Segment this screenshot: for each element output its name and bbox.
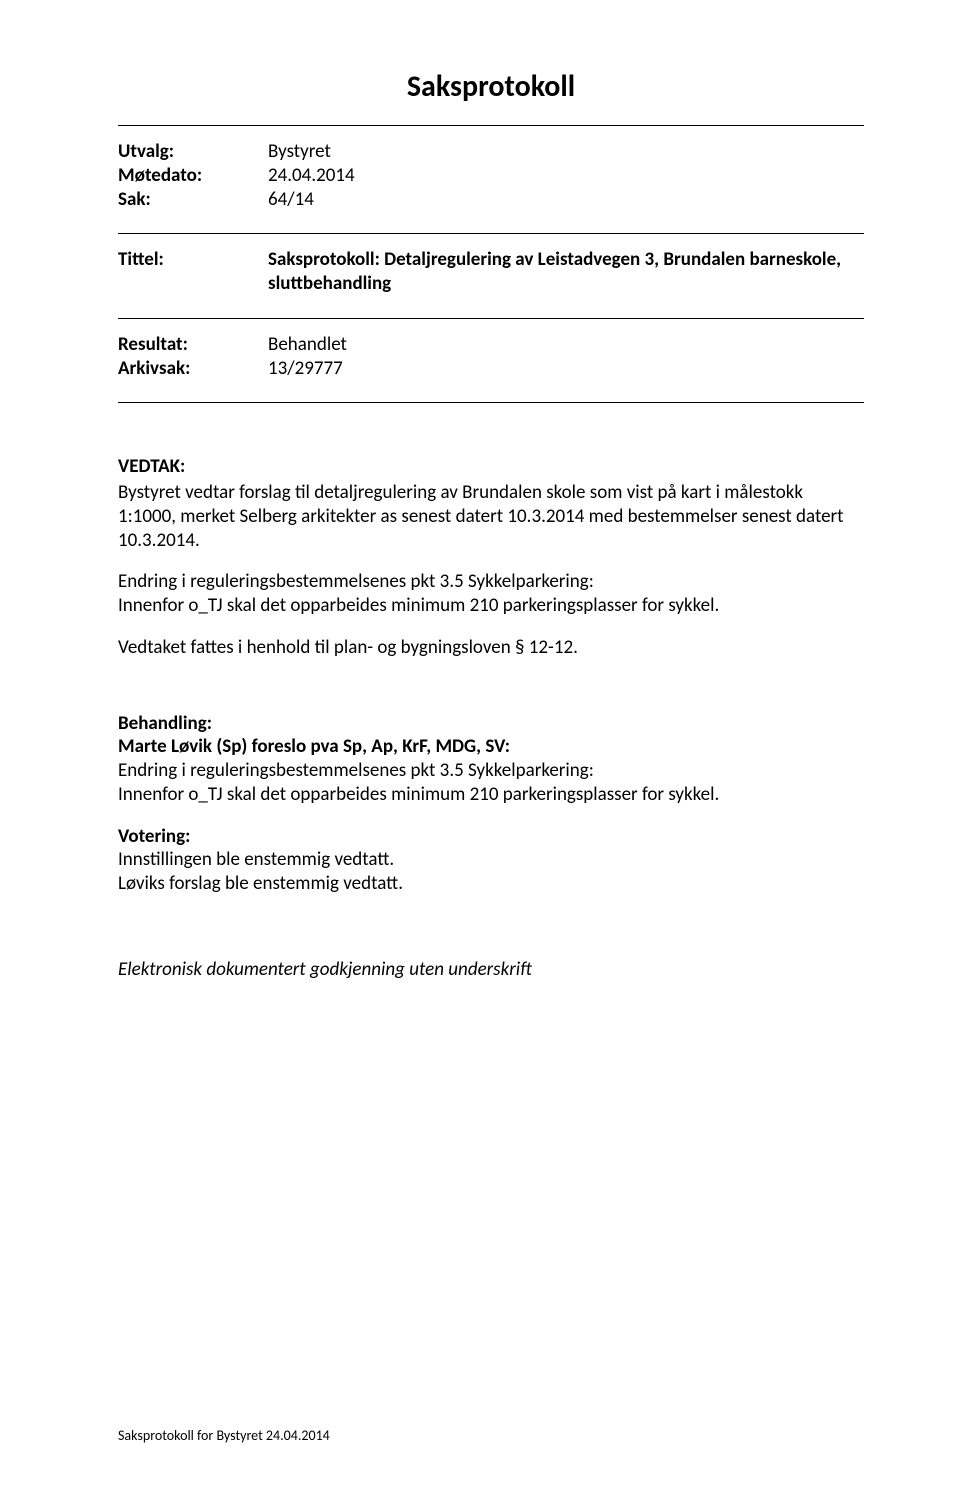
behandling-line-proposer: Marte Løvik (Sp) foreslo pva Sp, Ap, KrF… (118, 735, 864, 759)
divider-rule (118, 233, 864, 234)
meta-row: Resultat: Behandlet (118, 333, 864, 357)
vedtak-paragraph-1: Bystyret vedtar forslag til detaljregule… (118, 481, 864, 552)
behandling-heading: Behandling: (118, 712, 864, 736)
meta-value: 13/29777 (268, 357, 864, 381)
document-page: Saksprotokoll Utvalg: Bystyret Møtedato:… (0, 0, 960, 1492)
meta-label: Møtedato: (118, 164, 268, 188)
meta-block-2: Tittel: Saksprotokoll: Detaljregulering … (118, 248, 864, 296)
meta-label: Resultat: (118, 333, 268, 357)
behandling-line-detail: Innenfor o_TJ skal det opparbeides minim… (118, 783, 864, 807)
vedtak-heading: VEDTAK: (118, 455, 864, 479)
meta-label: Sak: (118, 188, 268, 212)
meta-row: Utvalg: Bystyret (118, 140, 864, 164)
meta-label: Tittel: (118, 248, 268, 296)
vedtak-paragraph-2a: Endring i reguleringsbestemmelsenes pkt … (118, 570, 864, 594)
meta-label: Arkivsak: (118, 357, 268, 381)
meta-row: Sak: 64/14 (118, 188, 864, 212)
behandling-section: Behandling: Marte Løvik (Sp) foreslo pva… (118, 712, 864, 896)
divider-rule (118, 318, 864, 319)
divider-rule (118, 125, 864, 126)
meta-value: Behandlet (268, 333, 864, 357)
meta-value-title: Saksprotokoll: Detaljregulering av Leist… (268, 248, 864, 296)
meta-block-3: Resultat: Behandlet Arkivsak: 13/29777 (118, 333, 864, 381)
meta-row: Arkivsak: 13/29777 (118, 357, 864, 381)
votering-line-2: Løviks forslag ble enstemmig vedtatt. (118, 872, 864, 896)
vedtak-paragraph-3: Vedtaket fattes i henhold til plan- og b… (118, 636, 864, 660)
closing-line: Elektronisk dokumentert godkjenning uten… (118, 958, 864, 982)
closing-section: Elektronisk dokumentert godkjenning uten… (118, 958, 864, 982)
meta-block-1: Utvalg: Bystyret Møtedato: 24.04.2014 Sa… (118, 140, 864, 211)
meta-row: Møtedato: 24.04.2014 (118, 164, 864, 188)
meta-value: 24.04.2014 (268, 164, 864, 188)
page-footer: Saksprotokoll for Bystyret 24.04.2014 (118, 1427, 330, 1444)
meta-label: Utvalg: (118, 140, 268, 164)
document-title: Saksprotokoll (118, 68, 864, 105)
meta-value: Bystyret (268, 140, 864, 164)
meta-row: Tittel: Saksprotokoll: Detaljregulering … (118, 248, 864, 296)
vedtak-paragraph-2b: Innenfor o_TJ skal det opparbeides minim… (118, 594, 864, 618)
votering-heading: Votering: (118, 825, 864, 849)
vedtak-section: VEDTAK: Bystyret vedtar forslag til deta… (118, 455, 864, 659)
votering-line-1: Innstillingen ble enstemmig vedtatt. (118, 848, 864, 872)
behandling-line-change: Endring i reguleringsbestemmelsenes pkt … (118, 759, 864, 783)
divider-rule (118, 402, 864, 403)
meta-value: 64/14 (268, 188, 864, 212)
